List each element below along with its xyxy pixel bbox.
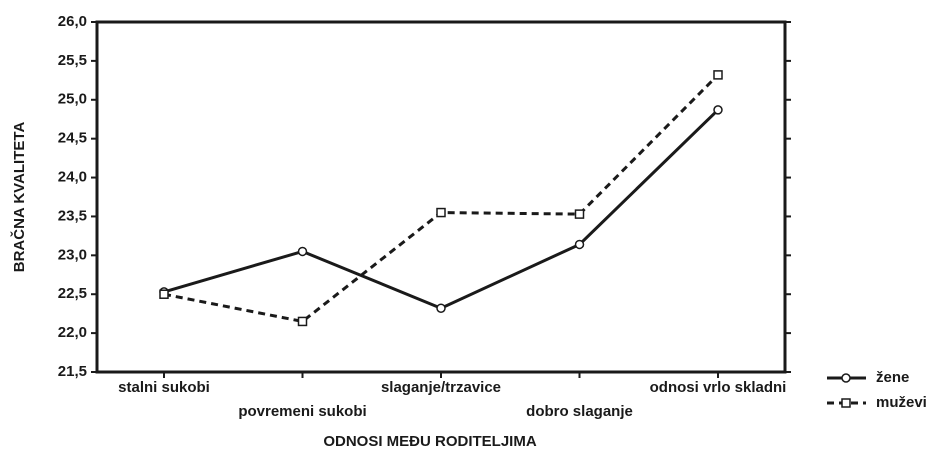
- y-tick-label: 21,5: [58, 363, 87, 380]
- y-tick-label: 26,0: [58, 13, 87, 30]
- data-point: [159, 289, 169, 299]
- y-tick-label: 22,0: [58, 324, 87, 341]
- y-axis-title: BRAČNA KVALITETA: [10, 122, 28, 273]
- data-point: [297, 246, 308, 257]
- x-tick-label: odnosi vrlo skladni: [650, 379, 787, 396]
- data-point: [713, 105, 723, 115]
- data-point: [297, 316, 308, 327]
- x-tick-label: dobro slaganje: [526, 403, 633, 420]
- legend-marker: [841, 373, 851, 383]
- x-tick-label: stalni sukobi: [118, 379, 210, 396]
- data-point: [713, 70, 723, 80]
- y-tick-label: 24,5: [58, 130, 87, 147]
- y-tick-label: 25,0: [58, 91, 87, 108]
- series-line: [163, 73, 720, 324]
- y-tick-label: 24,0: [58, 169, 87, 186]
- plot-frame: [95, 20, 787, 374]
- data-point: [574, 239, 585, 250]
- data-point: [574, 209, 585, 219]
- y-tick-label: 25,5: [58, 52, 87, 69]
- data-point: [436, 207, 446, 218]
- y-tick-label: 22,5: [58, 285, 87, 302]
- legend-label: muževi: [876, 394, 927, 411]
- y-tick-label: 23,0: [58, 246, 87, 263]
- legend-marker: [841, 398, 851, 408]
- x-tick-label: slaganje/trzavice: [381, 379, 501, 396]
- y-tick-label: 23,5: [58, 207, 87, 224]
- legend-label: žene: [876, 369, 909, 386]
- x-tick-label: povremeni sukobi: [238, 403, 366, 420]
- data-point: [436, 303, 446, 313]
- x-axis-title: ODNOSI MEĐU RODITELJIMA: [323, 433, 537, 450]
